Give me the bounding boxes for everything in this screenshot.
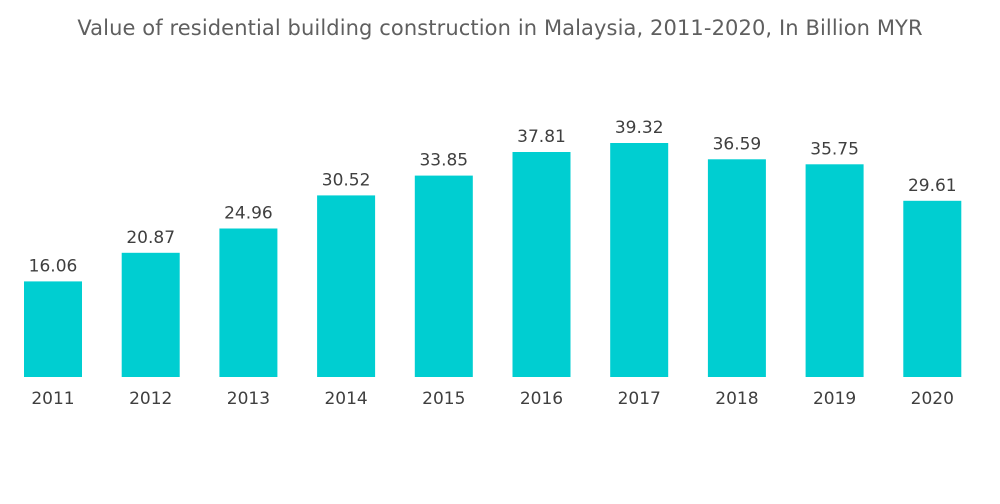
x-tick-label-2016: 2016 — [520, 389, 563, 409]
x-tick-label-2019: 2019 — [813, 389, 856, 409]
value-label-2018: 36.59 — [713, 134, 762, 154]
bar-2018 — [707, 159, 766, 377]
bar-2019 — [805, 164, 864, 377]
value-label-2017: 39.32 — [615, 118, 664, 138]
x-tick-label-2011: 2011 — [31, 389, 74, 409]
value-label-2016: 37.81 — [517, 127, 566, 147]
bar-2015 — [414, 175, 473, 377]
value-label-2019: 35.75 — [810, 139, 859, 159]
value-label-2020: 29.61 — [908, 176, 957, 196]
value-label-2011: 16.06 — [29, 256, 78, 276]
bar-2012 — [121, 252, 180, 377]
x-tick-label-2014: 2014 — [324, 389, 367, 409]
bar-2020 — [903, 200, 962, 377]
value-label-2013: 24.96 — [224, 204, 273, 224]
x-tick-label-2017: 2017 — [618, 389, 661, 409]
bar-2013 — [219, 228, 278, 377]
bar-2017 — [610, 143, 669, 377]
x-tick-label-2020: 2020 — [911, 389, 954, 409]
x-tick-label-2013: 2013 — [227, 389, 270, 409]
x-tick-label-2015: 2015 — [422, 389, 465, 409]
x-tick-label-2012: 2012 — [129, 389, 172, 409]
chart-title: Value of residential building constructi… — [77, 16, 923, 40]
bar-2014 — [317, 195, 376, 377]
x-tick-label-2018: 2018 — [715, 389, 758, 409]
bar-2016 — [512, 152, 571, 377]
value-label-2012: 20.87 — [126, 228, 175, 248]
value-label-2015: 33.85 — [419, 151, 468, 171]
value-label-2014: 30.52 — [322, 170, 371, 190]
bar-2011 — [24, 281, 82, 377]
